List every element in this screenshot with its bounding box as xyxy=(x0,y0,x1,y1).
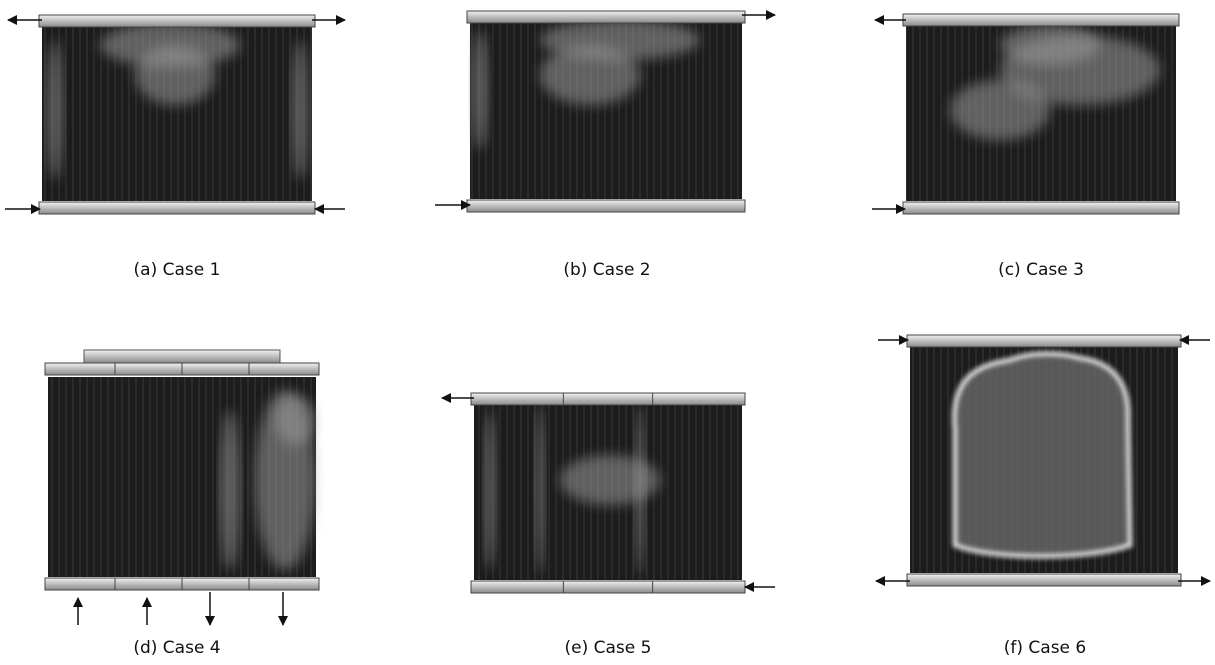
flow-region xyxy=(472,30,488,150)
panel-caption: (e) Case 5 xyxy=(565,638,652,658)
panel-caption: (c) Case 3 xyxy=(998,260,1084,280)
pipe xyxy=(467,11,745,23)
flow-region xyxy=(540,45,640,105)
flow-region xyxy=(275,395,315,445)
flow-region xyxy=(47,40,63,180)
panel-caption: (d) Case 4 xyxy=(133,638,220,658)
panel: (b) Case 2 xyxy=(435,11,775,280)
pipe xyxy=(471,581,745,593)
panel: (f) Case 6 xyxy=(876,335,1210,658)
pipe xyxy=(903,202,1179,214)
vortex-fill xyxy=(954,354,1130,557)
panel-caption: (b) Case 2 xyxy=(563,260,650,280)
flow-region xyxy=(950,80,1050,140)
pipe xyxy=(39,202,315,214)
pipe xyxy=(907,574,1181,586)
pipe xyxy=(39,15,315,27)
pipe xyxy=(903,14,1179,26)
panel-caption: (a) Case 1 xyxy=(134,260,221,280)
flow-region xyxy=(292,40,308,180)
flow-region xyxy=(135,45,215,105)
pipe xyxy=(471,393,745,405)
flow-region xyxy=(484,410,496,570)
panel: (d) Case 4 xyxy=(45,350,319,658)
panel: (a) Case 1 xyxy=(5,15,345,280)
figure: (a) Case 1 (b) Case 2 (c) Case 3 (d) Case 4… xyxy=(0,0,1215,665)
panel: (c) Case 3 xyxy=(872,14,1179,280)
panel: (e) Case 5 xyxy=(442,393,775,658)
pipe xyxy=(907,335,1181,347)
pipe xyxy=(467,200,745,212)
header-box xyxy=(84,350,280,363)
panel-caption: (f) Case 6 xyxy=(1004,638,1086,658)
flow-region xyxy=(560,455,660,505)
flow-region xyxy=(220,410,240,570)
flow-region xyxy=(535,405,545,575)
flow-region xyxy=(1000,25,1100,65)
